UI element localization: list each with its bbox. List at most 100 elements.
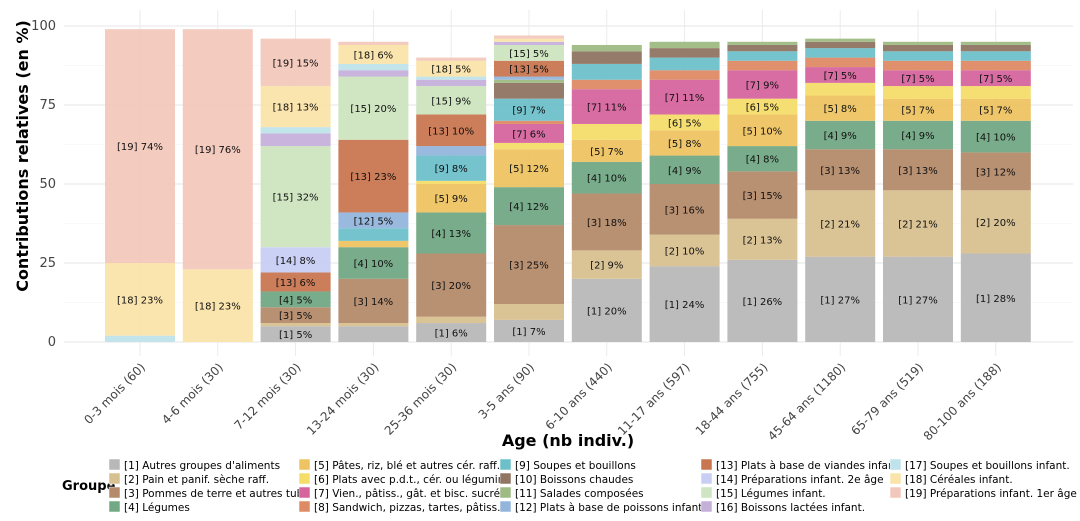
- bar-segment: [571, 63, 642, 80]
- bar-segment: [416, 323, 487, 342]
- legend-label: [14] Préparations infant. 2e âge: [716, 474, 884, 486]
- data-label: [7] 5%: [824, 71, 857, 82]
- bar-segment: [494, 187, 564, 226]
- legend-label: [16] Boissons lactées infant.: [716, 502, 865, 514]
- data-label: [5] 12%: [509, 164, 549, 175]
- y-tick-label: 75: [39, 98, 56, 113]
- data-label: [4] 12%: [509, 202, 549, 213]
- data-label: [15] 9%: [431, 96, 471, 107]
- bar-segment: [571, 89, 642, 124]
- data-label: [4] 9%: [824, 131, 857, 142]
- bar-segment: [649, 79, 720, 115]
- data-label: [3] 25%: [509, 261, 549, 272]
- bar-segment: [260, 291, 331, 308]
- bar-segment: [960, 51, 1031, 61]
- bar-segment: [416, 79, 487, 87]
- data-label: [1] 28%: [976, 294, 1016, 305]
- data-label: [3] 16%: [665, 205, 705, 216]
- legend-key: [108, 458, 121, 471]
- bar-segment: [649, 70, 720, 80]
- bar-segment: [494, 79, 564, 83]
- data-label: [14] 8%: [276, 256, 316, 267]
- bar-segment: [494, 35, 564, 39]
- data-label: [18] 13%: [273, 103, 319, 114]
- data-label: [18] 5%: [431, 65, 471, 76]
- bar-segment: [960, 253, 1031, 342]
- legend-key: [298, 458, 311, 471]
- legend-key: [889, 458, 902, 471]
- bar-segment: [649, 41, 720, 49]
- data-label: [7] 11%: [587, 103, 627, 114]
- bar-segment: [494, 123, 564, 143]
- data-label: [1] 7%: [512, 327, 545, 338]
- data-label: [13] 23%: [350, 172, 396, 183]
- bar-segment: [416, 155, 487, 181]
- bar-segment: [416, 184, 487, 213]
- bar-segment: [649, 57, 720, 71]
- data-label: [1] 27%: [898, 295, 938, 306]
- bar-segment: [260, 133, 331, 147]
- bar-segment: [805, 149, 876, 191]
- bar-segment: [105, 263, 175, 336]
- bar-segment: [727, 259, 798, 342]
- bar-segment: [805, 38, 876, 42]
- data-label: [2] 9%: [590, 261, 623, 272]
- bar-segment: [649, 130, 720, 156]
- bar-segment: [883, 86, 953, 99]
- data-label: [19] 15%: [273, 58, 319, 69]
- bar-segment: [649, 184, 720, 235]
- data-label: [15] 5%: [509, 49, 549, 60]
- data-label: [18] 23%: [195, 302, 241, 313]
- bar-segment: [494, 304, 564, 320]
- legend-key: [700, 458, 713, 471]
- data-label: [3] 20%: [431, 281, 471, 292]
- data-label: [4] 9%: [901, 131, 934, 142]
- legend-key: [108, 500, 121, 513]
- legend-key: [889, 486, 902, 499]
- bar-segment: [338, 323, 409, 327]
- bar-segment: [494, 82, 564, 99]
- data-label: [4] 10%: [587, 174, 627, 185]
- bar-segment: [727, 171, 798, 219]
- bar-segment: [571, 250, 642, 279]
- bar-segment: [727, 70, 798, 99]
- data-label: [4] 10%: [976, 133, 1016, 144]
- bar-segment: [883, 44, 953, 52]
- data-label: [6] 5%: [668, 118, 701, 129]
- data-label: [18] 23%: [117, 295, 163, 306]
- data-label: [13] 6%: [276, 278, 316, 289]
- bar-segment: [571, 51, 642, 64]
- legend-label: [19] Préparations infant. 1er âge: [905, 488, 1077, 500]
- bar-segment: [960, 70, 1031, 87]
- data-label: [5] 9%: [435, 194, 468, 205]
- bar-segment: [260, 86, 331, 128]
- data-label: [9] 7%: [512, 106, 545, 117]
- bar-segment: [883, 70, 953, 87]
- bar-segment: [805, 256, 876, 342]
- legend: Groupe [1] Autres groupes d'aliments [2] …: [62, 458, 1077, 514]
- data-label: [3] 18%: [587, 218, 627, 229]
- legend-label: [4] Légumes: [124, 502, 190, 514]
- bar-segment: [960, 41, 1031, 45]
- data-label: [1] 24%: [665, 300, 705, 311]
- data-label: [5] 7%: [590, 147, 623, 158]
- data-label: [5] 10%: [743, 126, 783, 137]
- legend-key: [700, 486, 713, 499]
- bar-segment: [105, 29, 175, 263]
- legend-key: [700, 472, 713, 485]
- bar-segment: [805, 48, 876, 58]
- legend-key: [499, 500, 512, 513]
- bar-segment: [494, 98, 564, 121]
- bar-segment: [416, 212, 487, 254]
- data-label: [9] 8%: [435, 164, 468, 175]
- legend-label: [10] Boissons chaudes: [515, 474, 633, 486]
- legend-label: [17] Soupes et bouillons infant.: [905, 460, 1070, 472]
- bar-segment: [883, 190, 953, 257]
- data-label: [4] 9%: [668, 166, 701, 177]
- data-label: [7] 9%: [746, 80, 779, 91]
- bar-segment: [338, 70, 409, 77]
- bar-segment: [494, 149, 564, 188]
- bar-segment: [805, 41, 876, 49]
- legend-label: [5] Pâtes, riz, blé et autres cér. raff.: [314, 460, 500, 472]
- bar-segment: [805, 67, 876, 83]
